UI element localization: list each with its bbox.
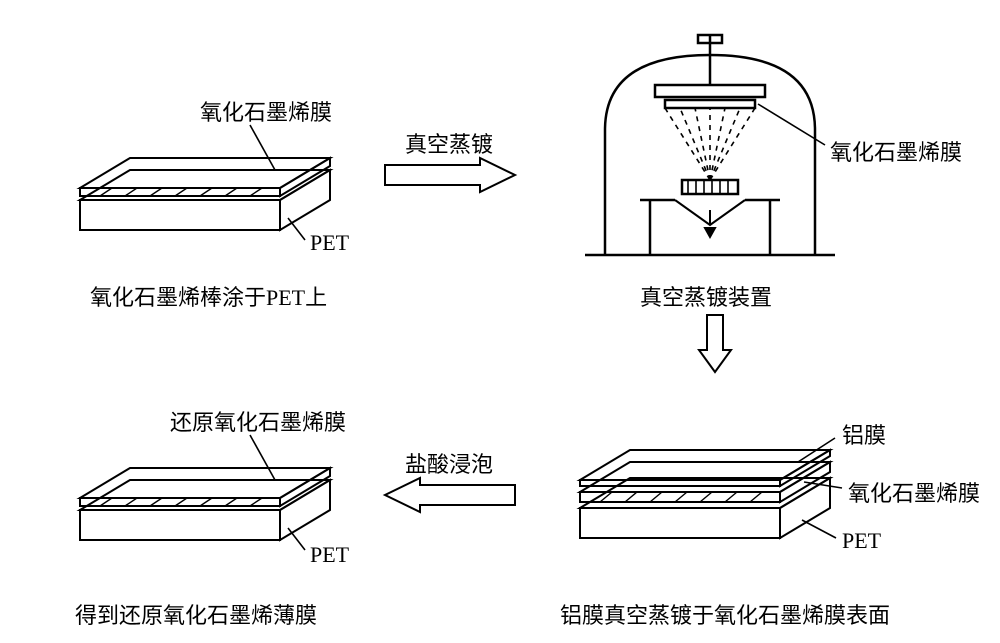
label-chamber-go: 氧化石墨烯膜: [830, 135, 962, 167]
panel-top-right: [560, 30, 860, 290]
label-bl-rgo: 还原氧化石墨烯膜: [170, 405, 346, 437]
label-br-al: 铝膜: [842, 418, 886, 450]
arrow-label-evap: 真空蒸镀: [405, 127, 493, 159]
caption-tl: 氧化石墨烯棒涂于PET上: [90, 280, 327, 312]
arrow-label-hcl: 盐酸浸泡: [405, 447, 493, 479]
label-br-pet: PET: [842, 528, 881, 554]
label-tl-pet: PET: [310, 230, 349, 256]
caption-tr: 真空蒸镀装置: [640, 280, 772, 312]
arrow-tr-br: [695, 310, 735, 375]
arrow-br-bl: [380, 475, 520, 515]
caption-br: 铝膜真空蒸镀于氧化石墨烯膜表面: [560, 598, 890, 630]
diagram-root: 氧化石墨烯膜 PET 氧化石墨烯棒涂于PET上 真空蒸镀: [0, 0, 1000, 643]
arrow-tl-tr: [380, 155, 520, 195]
label-tl-go: 氧化石墨烯膜: [200, 95, 332, 127]
label-bl-pet: PET: [310, 542, 349, 568]
caption-bl: 得到还原氧化石墨烯薄膜: [75, 598, 317, 630]
panel-bottom-right: [560, 380, 860, 570]
label-br-go: 氧化石墨烯膜: [848, 476, 980, 508]
